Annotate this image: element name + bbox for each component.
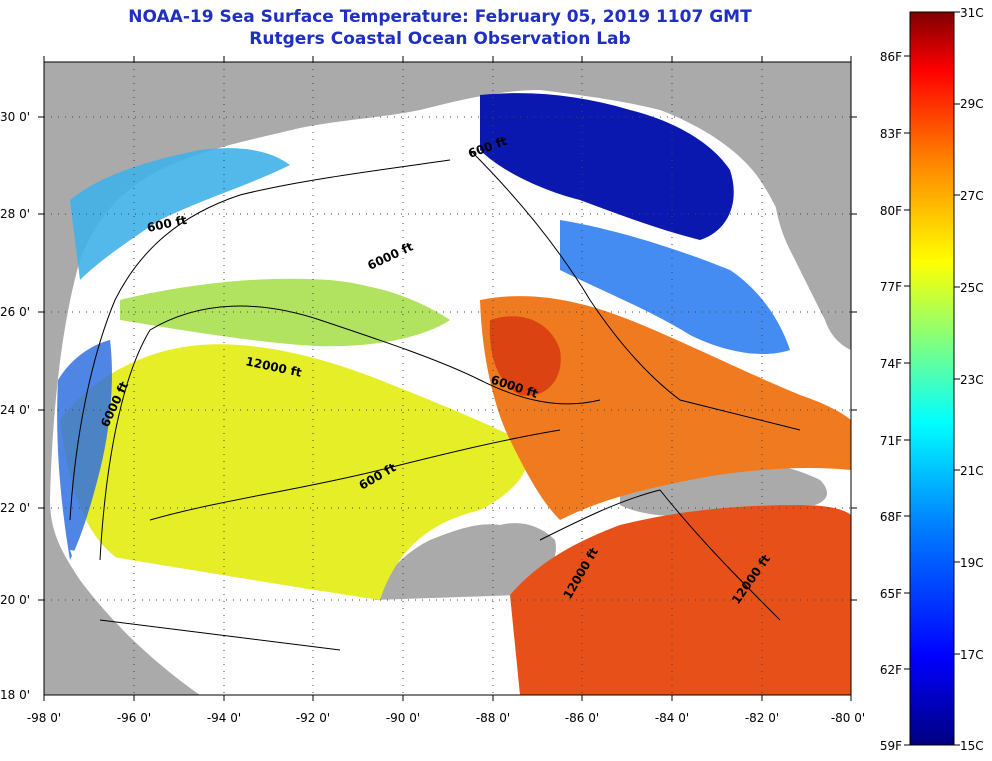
colorbar-f-label: 80F	[880, 204, 902, 218]
colorbar-c-label: 25C	[960, 281, 984, 295]
lat-label: 24 0'	[0, 403, 30, 417]
lat-label: 30 0'	[0, 110, 30, 124]
lon-label: -86 0'	[565, 711, 599, 725]
lon-label: -82 0'	[745, 711, 779, 725]
colorbar-c-label: 27C	[960, 189, 984, 203]
lat-label: 18 0'	[0, 688, 30, 702]
lon-label: -90 0'	[386, 711, 420, 725]
colorbar-c-label: 21C	[960, 464, 984, 478]
lon-label: -98 0'	[27, 711, 61, 725]
graticule	[44, 62, 851, 695]
colorbar-c-label: 29C	[960, 97, 984, 111]
cloud-center	[297, 196, 480, 292]
sst-red-caribbean	[510, 505, 851, 695]
colorbar-f-label: 59F	[880, 739, 902, 753]
colorbar-f-label: 62F	[880, 663, 902, 677]
colorbar-f-label: 77F	[880, 280, 902, 294]
sst-cold-ne	[480, 93, 734, 240]
lon-label: -94 0'	[207, 711, 241, 725]
colorbar-c-label: 31C	[960, 6, 984, 20]
map-title: NOAA-19 Sea Surface Temperature: Februar…	[128, 7, 752, 27]
sst-blue-ne	[560, 220, 790, 355]
sst-cyan-nw	[70, 148, 290, 280]
lat-label: 22 0'	[0, 501, 30, 515]
colorbar-f-label: 83F	[880, 127, 902, 141]
plot-frame	[43, 61, 852, 696]
lon-label: -88 0'	[476, 711, 510, 725]
lon-label: -84 0'	[655, 711, 689, 725]
tick-marks	[38, 56, 857, 701]
colorbar-c-label: 17C	[960, 648, 984, 662]
lon-label: -80 0'	[831, 711, 865, 725]
colorbar: 31C 29C 27C 25C 23C 21C 19C 17C 15C 86F …	[880, 6, 984, 753]
yucatan-land	[375, 523, 556, 600]
lon-label: -92 0'	[296, 711, 330, 725]
sst-red-loop	[489, 316, 561, 396]
sst-yellow-region	[60, 344, 528, 600]
colorbar-f-label: 71F	[880, 434, 902, 448]
map-plot-area: 600 ft 6000 ft 12000 ft 6000 ft 600 ft 6…	[44, 62, 851, 695]
colorbar-f-label: 68F	[880, 510, 902, 524]
sst-orange-east	[480, 296, 851, 520]
lat-label: 26 0'	[0, 305, 30, 319]
colorbar-c-label: 23C	[960, 373, 984, 387]
lon-label: -96 0'	[117, 711, 151, 725]
florida-land	[770, 62, 851, 350]
sst-green-band	[120, 278, 450, 347]
colorbar-f-label: 74F	[880, 357, 902, 371]
colorbar-f-label: 86F	[880, 50, 902, 64]
lat-label: 20 0'	[0, 593, 30, 607]
cloud-south	[70, 550, 375, 695]
colorbar-c-label: 19C	[960, 556, 984, 570]
colorbar-c-label: 15C	[960, 739, 984, 753]
lat-label: 28 0'	[0, 207, 30, 221]
colorbar-ticks	[904, 11, 960, 746]
map-subtitle: Rutgers Coastal Ocean Observation Lab	[249, 29, 631, 49]
bathymetry-contours	[69, 149, 801, 651]
colorbar-gradient	[909, 11, 955, 746]
colorbar-f-label: 65F	[880, 587, 902, 601]
